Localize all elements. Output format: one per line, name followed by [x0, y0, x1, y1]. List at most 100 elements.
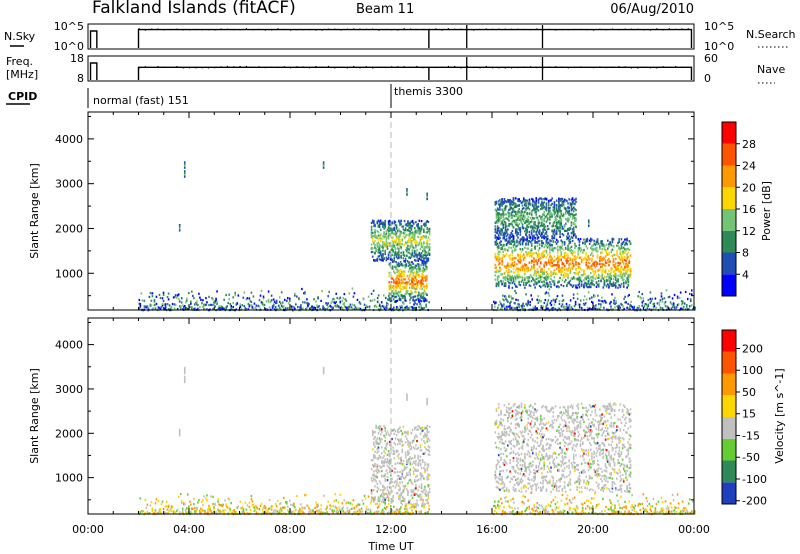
- echo-cell: [527, 301, 529, 304]
- echo-cell: [559, 248, 561, 252]
- echo-cell: [376, 300, 379, 304]
- echo-cell: [267, 298, 270, 302]
- echo-cell: [503, 282, 506, 285]
- echo-cell: [568, 305, 571, 308]
- echo-cell: [396, 236, 399, 240]
- colorbar-tick-label: 28: [742, 138, 756, 151]
- echo-cell: [560, 214, 563, 217]
- echo-cell: [513, 210, 516, 214]
- echo-cell: [593, 262, 595, 266]
- trace-dot: [321, 66, 323, 68]
- echo-cell: [389, 297, 392, 300]
- y-tick-label: 3000: [55, 178, 83, 191]
- trace-dot: [233, 29, 235, 31]
- echo-cell: [512, 237, 515, 240]
- echo-cell: [229, 510, 231, 513]
- echo-cell: [359, 302, 362, 305]
- echo-cell: [637, 295, 640, 298]
- echo-cell: [614, 262, 617, 265]
- echo-cell: [586, 239, 589, 243]
- echo-cell: [529, 221, 532, 224]
- echo-cell: [287, 307, 290, 310]
- echo-cell: [538, 299, 541, 302]
- echo-cell: [379, 253, 382, 256]
- echo-cell: [524, 276, 526, 280]
- echo-cell: [343, 292, 346, 296]
- echo-cell: [392, 240, 394, 244]
- echo-cell: [500, 223, 502, 226]
- echo-cell: [543, 213, 545, 216]
- echo-cell: [620, 273, 623, 277]
- echo-cell: [408, 294, 411, 297]
- echo-cell: [558, 300, 561, 303]
- echo-cell: [145, 506, 148, 509]
- echo-cell: [377, 245, 380, 248]
- echo-cell: [564, 308, 567, 311]
- echo-cell: [552, 298, 555, 301]
- echo-cell: [571, 285, 574, 288]
- echo-cell: [427, 250, 430, 253]
- echo-cell: [322, 164, 325, 168]
- echo-cell: [554, 217, 557, 221]
- echo-cell: [529, 236, 532, 239]
- echo-cell: [390, 249, 392, 252]
- echo-cell: [586, 258, 589, 262]
- echo-cell: [310, 306, 312, 310]
- echo-cell: [621, 260, 624, 263]
- echo-cell: [594, 307, 596, 310]
- echo-cell: [549, 256, 551, 259]
- echo-cell: [199, 296, 201, 299]
- echo-cell: [400, 242, 402, 245]
- echo-cell: [658, 303, 661, 307]
- echo-cell: [560, 271, 563, 274]
- echo-cell: [541, 241, 543, 245]
- echo-cell: [525, 268, 527, 271]
- echo-cell: [214, 502, 216, 505]
- echo-cell: [561, 202, 564, 205]
- echo-cell: [387, 232, 390, 235]
- echo-cell: [513, 221, 516, 224]
- echo-cell: [575, 213, 577, 216]
- echo-cell: [593, 242, 595, 245]
- echo-cell: [406, 191, 408, 194]
- echo-cell: [567, 256, 569, 259]
- echo-cell: [570, 232, 573, 235]
- echo-cell: [335, 292, 338, 295]
- echo-cell: [522, 281, 525, 284]
- echo-cell: [512, 209, 515, 213]
- echo-cell: [591, 248, 593, 251]
- echo-cell: [511, 306, 513, 309]
- echo-cell: [409, 223, 412, 227]
- echo-cell: [626, 256, 628, 259]
- echo-cell: [626, 247, 628, 250]
- echo-cell: [555, 214, 558, 217]
- echo-cell: [355, 307, 358, 310]
- echo-cell: [522, 219, 525, 223]
- echo-cell: [194, 307, 196, 310]
- echo-cell: [511, 210, 514, 214]
- echo-cell: [404, 306, 406, 309]
- echo-cell: [370, 221, 373, 225]
- echo-cell: [376, 220, 379, 224]
- echo-cell: [628, 274, 631, 277]
- echo-cell: [593, 273, 595, 276]
- echo-cell: [186, 507, 189, 510]
- echo-cell: [391, 295, 394, 298]
- echo-cell: [555, 238, 558, 241]
- echo-cell: [503, 265, 506, 268]
- echo-cell: [537, 205, 540, 208]
- echo-cell: [424, 222, 426, 225]
- echo-cell: [552, 272, 555, 275]
- echo-cell: [564, 272, 567, 275]
- echo-cell: [589, 276, 592, 279]
- echo-cell: [641, 292, 644, 296]
- echo-cell: [413, 238, 416, 241]
- echo-cell: [628, 258, 631, 261]
- echo-cell: [383, 224, 385, 227]
- echo-cell: [544, 276, 547, 279]
- echo-cell: [558, 226, 560, 229]
- echo-cell: [419, 287, 421, 290]
- echo-cell: [560, 223, 563, 226]
- echo-cell: [494, 225, 497, 228]
- echo-cell: [587, 265, 590, 268]
